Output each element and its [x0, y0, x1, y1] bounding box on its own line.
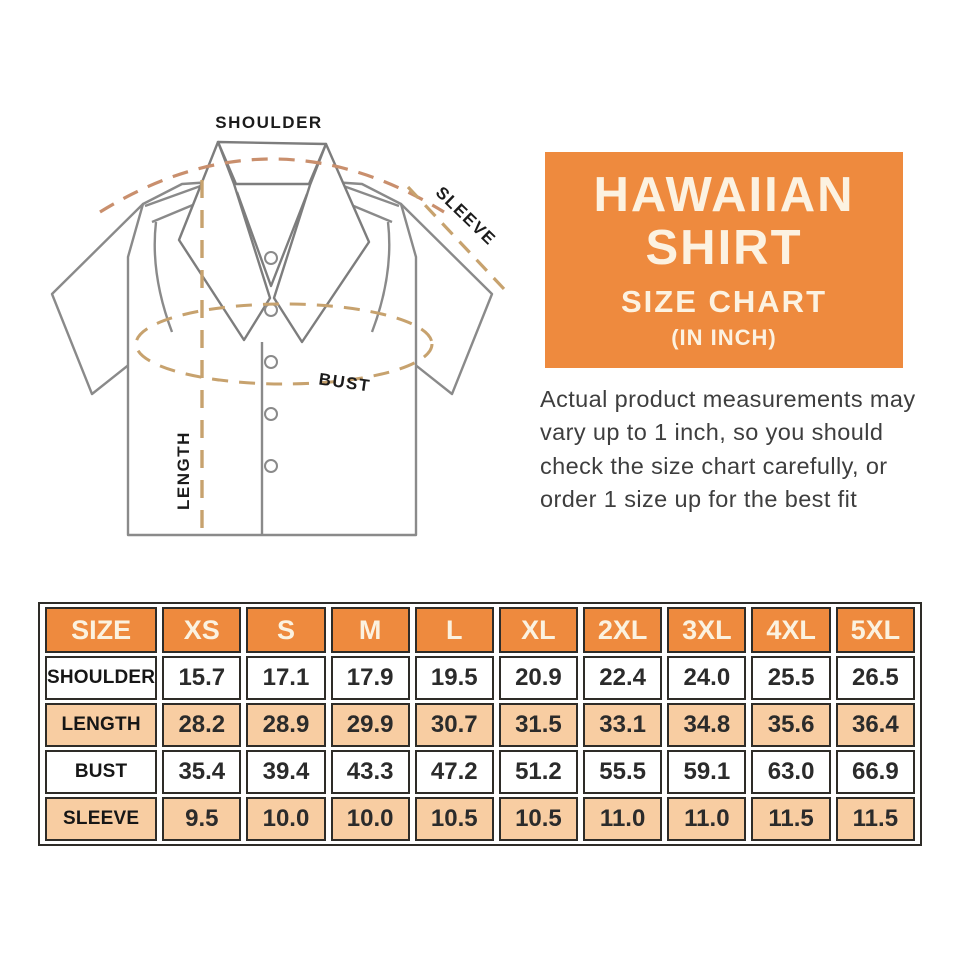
value-cell: 17.9 — [330, 656, 410, 700]
value-cell: 34.8 — [667, 703, 747, 747]
header-cell-m: M — [330, 607, 410, 653]
value-cell: 39.4 — [246, 750, 326, 794]
value-cell: 30.7 — [414, 703, 494, 747]
value-cell: 11.5 — [835, 797, 915, 841]
value-cell: 28.2 — [162, 703, 242, 747]
value-cell: 55.5 — [583, 750, 663, 794]
table-row-length: LENGTH 28.2 28.9 29.9 30.7 31.5 33.1 34.8 35.6 36… — [45, 703, 915, 747]
banner-title-line2: SHIRT — [645, 221, 803, 275]
row-label-length: LENGTH — [45, 703, 158, 747]
header-cell-l: L — [414, 607, 494, 653]
table-row-bust: BUST 35.4 39.4 43.3 47.2 51.2 55.5 59.1 63.0 66.9 — [45, 750, 915, 794]
value-cell: 63.0 — [751, 750, 831, 794]
value-cell: 59.1 — [667, 750, 747, 794]
value-cell: 17.1 — [246, 656, 326, 700]
value-cell: 47.2 — [414, 750, 494, 794]
value-cell: 66.9 — [835, 750, 915, 794]
value-cell: 11.0 — [583, 797, 663, 841]
header-cell-3xl: 3XL — [667, 607, 747, 653]
value-cell: 25.5 — [751, 656, 831, 700]
value-cell: 15.7 — [162, 656, 242, 700]
value-cell: 28.9 — [246, 703, 326, 747]
banner-title-line1: HAWAIIAN — [593, 168, 855, 223]
value-cell: 19.5 — [414, 656, 494, 700]
shirt-diagram-svg: SHOULDER SLEEVE BUST LENGTH — [50, 113, 507, 537]
value-cell: 10.5 — [414, 797, 494, 841]
title-banner: HAWAIIAN SHIRT SIZE CHART (IN INCH) — [545, 152, 903, 368]
value-cell: 43.3 — [330, 750, 410, 794]
header-cell-4xl: 4XL — [751, 607, 831, 653]
value-cell: 33.1 — [583, 703, 663, 747]
value-cell: 11.5 — [751, 797, 831, 841]
value-cell: 20.9 — [498, 656, 578, 700]
value-cell: 29.9 — [330, 703, 410, 747]
header-cell-2xl: 2XL — [583, 607, 663, 653]
row-label-shoulder: SHOULDER — [45, 656, 158, 700]
value-cell: 35.4 — [162, 750, 242, 794]
value-cell: 10.5 — [498, 797, 578, 841]
shirt-buttons — [264, 251, 278, 473]
value-cell: 10.0 — [330, 797, 410, 841]
length-label: LENGTH — [174, 431, 193, 510]
row-label-bust: BUST — [45, 750, 158, 794]
shoulder-label: SHOULDER — [215, 113, 322, 132]
header-cell-xl: XL — [498, 607, 578, 653]
header-cell-size: SIZE — [45, 607, 158, 653]
value-cell: 9.5 — [162, 797, 242, 841]
banner-unit: (IN INCH) — [671, 324, 777, 350]
value-cell: 36.4 — [835, 703, 915, 747]
banner-subtitle: SIZE CHART — [621, 283, 827, 319]
row-label-sleeve: SLEEVE — [45, 797, 158, 841]
value-cell: 35.6 — [751, 703, 831, 747]
header-cell-5xl: 5XL — [835, 607, 915, 653]
header-cell-s: S — [246, 607, 326, 653]
value-cell: 31.5 — [498, 703, 578, 747]
header-cell-xs: XS — [162, 607, 242, 653]
value-cell: 11.0 — [667, 797, 747, 841]
table-header-row: SIZE XS S M L XL 2XL 3XL 4XL 5XL — [45, 607, 915, 653]
shirt-measurement-diagram: SHOULDER SLEEVE BUST LENGTH — [22, 92, 527, 567]
size-table: SIZE XS S M L XL 2XL 3XL 4XL 5XL SHOULDER 15.7 17.1 1… — [38, 602, 922, 846]
value-cell: 26.5 — [835, 656, 915, 700]
table-row-sleeve: SLEEVE 9.5 10.0 10.0 10.5 10.5 11.0 11.0 11.5 11.… — [45, 797, 915, 841]
value-cell: 24.0 — [667, 656, 747, 700]
value-cell: 10.0 — [246, 797, 326, 841]
shoulder-measure-line — [99, 157, 445, 214]
measurement-note: Actual product measurements may vary up … — [540, 386, 916, 513]
sleeve-label: SLEEVE — [432, 183, 500, 250]
bust-measure-line — [134, 302, 434, 386]
table-row-shoulder: SHOULDER 15.7 17.1 17.9 19.5 20.9 22.4 24.0 25.5… — [45, 656, 915, 700]
value-cell: 22.4 — [583, 656, 663, 700]
value-cell: 51.2 — [498, 750, 578, 794]
